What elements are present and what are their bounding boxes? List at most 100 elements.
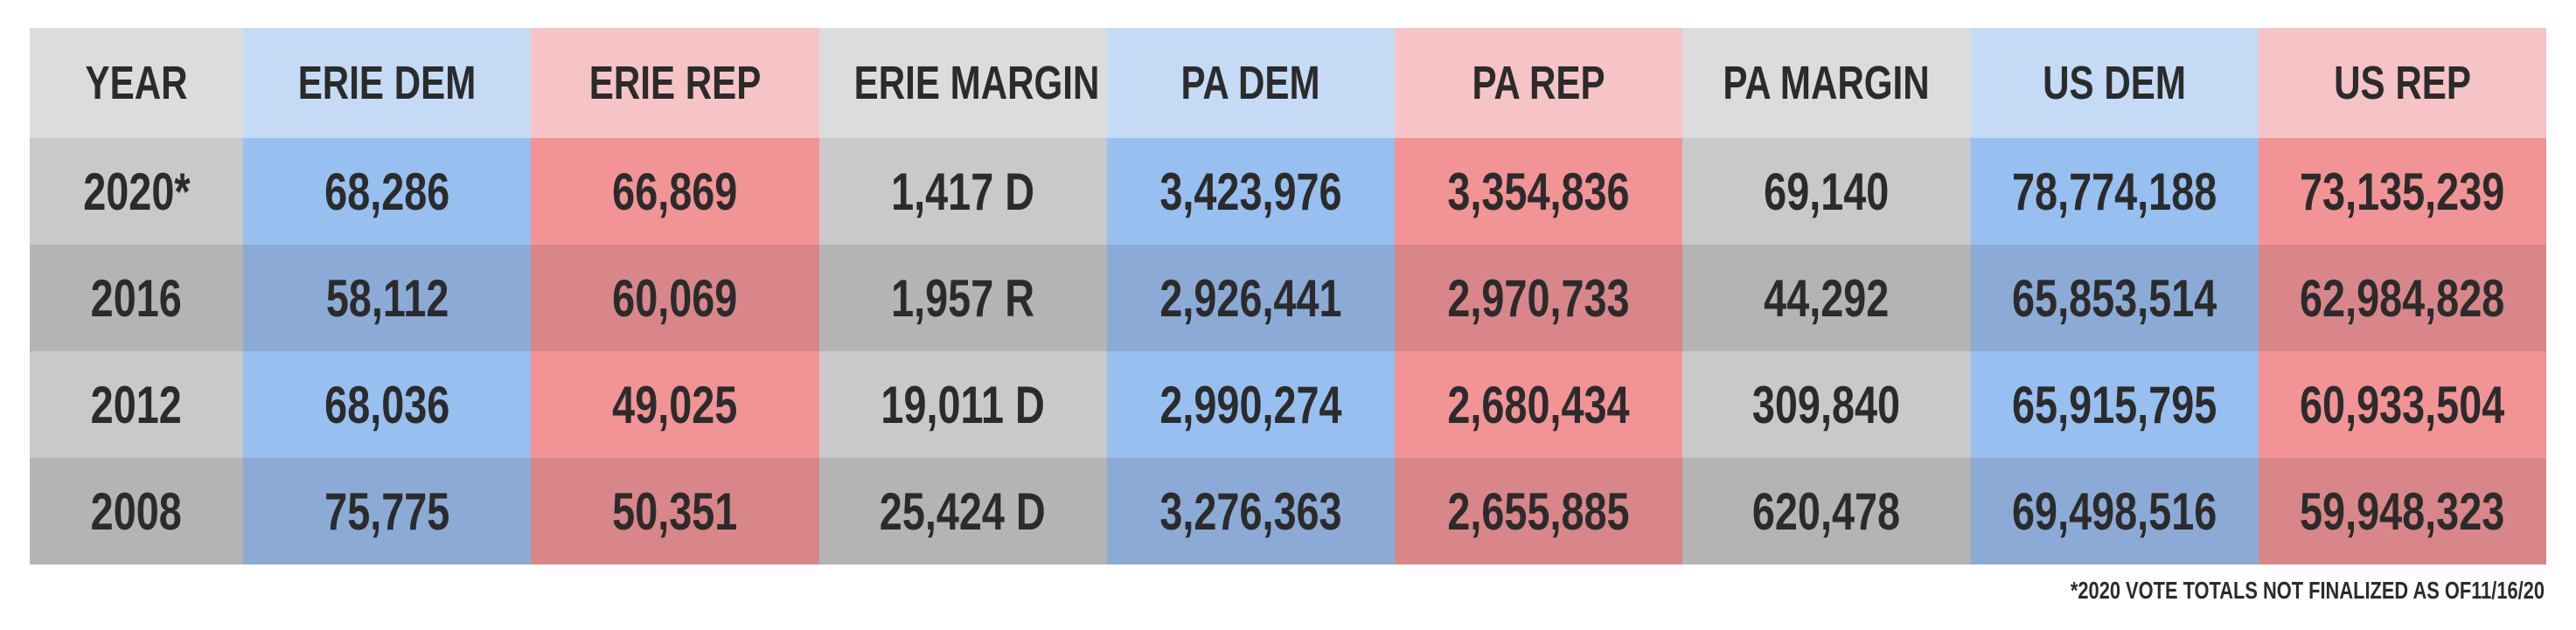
value-cell-text: 69,140 xyxy=(1764,162,1890,221)
value-cell-text: 73,135,239 xyxy=(2300,162,2505,221)
value-cell-text: 62,984,828 xyxy=(2300,268,2505,328)
year-cell: 2020* xyxy=(30,138,243,245)
header-row: YEAR ERIE DEM ERIE REP ERIE MARGIN PA DEM PA … xyxy=(30,28,2546,138)
header-cell: US REP xyxy=(2258,28,2546,138)
value-cell-text: 2,655,885 xyxy=(1447,481,1630,541)
footnote: *2020 VOTE TOTALS NOT FINALIZED AS OF11/… xyxy=(1937,577,2545,605)
value-cell-text: 75,775 xyxy=(324,481,450,541)
value-cell-text: 19,011 D xyxy=(881,375,1045,434)
header-cell-text: ERIE MARGIN xyxy=(853,57,1099,109)
data-row: 2016 58,112 60,069 1,957 R 2,926,441 2,970,73… xyxy=(30,245,2546,351)
value-cell: 2,970,733 xyxy=(1395,245,1683,351)
value-cell: 58,112 xyxy=(243,245,532,351)
value-cell: 66,869 xyxy=(531,138,819,245)
data-row: 2008 75,775 50,351 25,424 D 3,276,363 2,655,8… xyxy=(30,458,2546,564)
value-cell-text: 68,286 xyxy=(324,162,450,221)
footnote-text: *2020 VOTE TOTALS NOT FINALIZED AS OF11/… xyxy=(2070,577,2545,604)
header-cell: YEAR xyxy=(30,28,243,138)
value-cell: 44,292 xyxy=(1682,245,1971,351)
year-cell: 2012 xyxy=(30,351,243,458)
value-cell: 1,417 D xyxy=(818,138,1107,245)
year-cell: 2008 xyxy=(30,458,243,564)
header-cell: PA DEM xyxy=(1106,28,1395,138)
header-cell-text: PA REP xyxy=(1472,57,1605,109)
results-table-container: YEAR ERIE DEM ERIE REP ERIE MARGIN PA DEM PA … xyxy=(30,28,2546,564)
value-cell: 3,276,363 xyxy=(1106,458,1395,564)
value-cell-text: 78,774,188 xyxy=(2012,162,2217,221)
header-cell-text: US REP xyxy=(2333,57,2471,109)
value-cell-text: 49,025 xyxy=(612,375,738,434)
value-cell: 59,948,323 xyxy=(2258,458,2546,564)
year-cell: 2016 xyxy=(30,245,243,351)
value-cell-text: 65,853,514 xyxy=(2012,268,2217,328)
value-cell-text: 44,292 xyxy=(1764,268,1890,328)
value-cell: 25,424 D xyxy=(818,458,1107,564)
value-cell: 68,286 xyxy=(243,138,532,245)
value-cell: 2,990,274 xyxy=(1106,351,1395,458)
value-cell-text: 3,276,363 xyxy=(1159,481,1342,541)
value-cell: 73,135,239 xyxy=(2258,138,2546,245)
value-cell-text: 58,112 xyxy=(325,268,449,328)
value-cell: 60,933,504 xyxy=(2258,351,2546,458)
value-cell-text: 1,417 D xyxy=(891,162,1035,221)
header-cell: US DEM xyxy=(1970,28,2259,138)
year-cell-text: 2020* xyxy=(82,162,191,221)
value-cell-text: 1,957 R xyxy=(891,268,1035,328)
year-cell-text: 2008 xyxy=(90,481,183,541)
value-cell: 2,680,434 xyxy=(1395,351,1683,458)
header-cell-text: PA MARGIN xyxy=(1723,57,1931,109)
value-cell-text: 60,933,504 xyxy=(2300,375,2505,434)
value-cell: 1,957 R xyxy=(818,245,1107,351)
value-cell: 62,984,828 xyxy=(2258,245,2546,351)
header-cell: PA REP xyxy=(1395,28,1683,138)
value-cell: 309,840 xyxy=(1682,351,1971,458)
header-cell: ERIE MARGIN xyxy=(818,28,1107,138)
year-cell-text: 2012 xyxy=(90,375,183,434)
value-cell-text: 2,970,733 xyxy=(1447,268,1630,328)
header-cell-text: PA DEM xyxy=(1180,57,1320,109)
value-cell-text: 2,926,441 xyxy=(1159,268,1342,328)
value-cell: 2,926,441 xyxy=(1106,245,1395,351)
value-cell: 50,351 xyxy=(531,458,819,564)
value-cell-text: 3,354,836 xyxy=(1447,162,1630,221)
value-cell: 19,011 D xyxy=(818,351,1107,458)
year-cell-text: 2016 xyxy=(90,268,183,328)
value-cell-text: 620,478 xyxy=(1752,481,1901,541)
value-cell: 65,853,514 xyxy=(1970,245,2259,351)
value-cell: 75,775 xyxy=(243,458,532,564)
header-cell: ERIE REP xyxy=(531,28,819,138)
value-cell: 620,478 xyxy=(1682,458,1971,564)
value-cell: 49,025 xyxy=(531,351,819,458)
header-cell-text: US DEM xyxy=(2043,57,2187,109)
data-row: 2020* 68,286 66,869 1,417 D 3,423,976 3,354,8… xyxy=(30,138,2546,245)
value-cell: 2,655,885 xyxy=(1395,458,1683,564)
value-cell: 3,354,836 xyxy=(1395,138,1683,245)
value-cell-text: 50,351 xyxy=(612,481,738,541)
value-cell-text: 66,869 xyxy=(612,162,738,221)
value-cell: 60,069 xyxy=(531,245,819,351)
value-cell: 69,140 xyxy=(1682,138,1971,245)
header-cell-text: YEAR xyxy=(85,57,188,109)
value-cell-text: 65,915,795 xyxy=(2012,375,2217,434)
value-cell-text: 2,680,434 xyxy=(1447,375,1630,434)
value-cell: 78,774,188 xyxy=(1970,138,2259,245)
value-cell-text: 2,990,274 xyxy=(1159,375,1342,434)
value-cell: 3,423,976 xyxy=(1106,138,1395,245)
value-cell-text: 59,948,323 xyxy=(2300,481,2505,541)
data-row: 2012 68,036 49,025 19,011 D 2,990,274 2,680,4… xyxy=(30,351,2546,458)
header-cell-text: ERIE DEM xyxy=(297,57,477,109)
header-cell: PA MARGIN xyxy=(1682,28,1971,138)
value-cell-text: 3,423,976 xyxy=(1159,162,1342,221)
value-cell-text: 69,498,516 xyxy=(2012,481,2217,541)
header-cell: ERIE DEM xyxy=(243,28,532,138)
value-cell-text: 68,036 xyxy=(324,375,450,434)
value-cell: 65,915,795 xyxy=(1970,351,2259,458)
value-cell-text: 309,840 xyxy=(1752,375,1901,434)
value-cell: 68,036 xyxy=(243,351,532,458)
results-table: YEAR ERIE DEM ERIE REP ERIE MARGIN PA DEM PA … xyxy=(30,28,2546,564)
value-cell-text: 25,424 D xyxy=(880,481,1047,541)
header-cell-text: ERIE REP xyxy=(588,57,762,109)
value-cell: 69,498,516 xyxy=(1970,458,2259,564)
value-cell-text: 60,069 xyxy=(612,268,738,328)
